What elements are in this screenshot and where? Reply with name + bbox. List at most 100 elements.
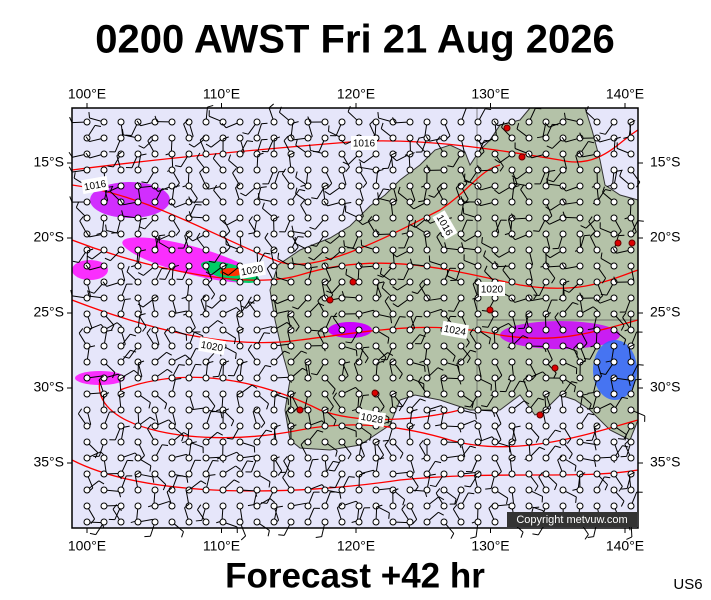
station: [185, 310, 193, 318]
barb-shaft: [421, 140, 427, 153]
station: [423, 326, 431, 334]
barb-shaft: [593, 316, 597, 329]
barb-feather: [637, 220, 644, 222]
station: [406, 262, 414, 270]
barb-shaft: [478, 364, 482, 377]
barb-shaft: [164, 332, 171, 344]
station: [100, 134, 108, 142]
barb-feather: [520, 184, 525, 190]
barb-feather: [429, 484, 436, 488]
barb-feather: [471, 402, 474, 409]
station: [474, 230, 482, 238]
barb-feather: [268, 103, 274, 109]
station: [525, 406, 533, 414]
barb-shaft: [86, 347, 90, 360]
barb-shaft: [499, 155, 510, 164]
station: [321, 358, 329, 366]
station: [406, 358, 414, 366]
barb-feather: [268, 481, 271, 488]
barb-shaft: [568, 283, 579, 293]
barb-feather: [580, 225, 587, 229]
latitude-label: 20°S: [33, 229, 64, 245]
station: [100, 438, 108, 446]
station: [610, 358, 618, 366]
barb-shaft: [332, 317, 341, 328]
barb-feather: [283, 135, 289, 142]
barb-shaft: [623, 428, 631, 440]
station: [372, 310, 380, 318]
barb-shaft: [257, 187, 262, 200]
barb-shaft: [308, 124, 313, 137]
barb-feather: [315, 536, 322, 538]
barb-feather: [147, 135, 153, 142]
barb-shaft: [530, 284, 538, 295]
obs-dot: [518, 153, 526, 161]
station: [372, 470, 380, 478]
barb-feather: [272, 298, 278, 304]
station: [389, 422, 397, 430]
barb-shaft: [416, 142, 426, 153]
station: [100, 150, 108, 158]
barb-shaft: [189, 316, 196, 328]
barb-shaft: [242, 489, 256, 492]
barb-feather: [130, 333, 137, 337]
station: [423, 214, 431, 222]
station: [100, 486, 108, 494]
station: [627, 310, 635, 318]
barb-shaft: [156, 475, 167, 485]
barb-feather: [139, 249, 147, 252]
barb-shaft: [530, 476, 539, 487]
station: [185, 166, 193, 174]
station: [491, 134, 499, 142]
barb-feather: [274, 392, 282, 396]
barb-shaft: [538, 476, 545, 488]
barb-feather: [138, 145, 145, 149]
barb-shaft: [414, 225, 425, 233]
station: [270, 182, 278, 190]
barb-shaft: [497, 322, 509, 330]
barb-feather: [121, 210, 124, 217]
station: [423, 310, 431, 318]
barb-feather: [235, 183, 241, 189]
barb-shaft: [619, 175, 630, 185]
station: [83, 470, 91, 478]
station: [593, 342, 601, 350]
station: [134, 134, 142, 142]
barb-feather: [292, 121, 299, 124]
barb-feather: [409, 258, 413, 265]
barb-feather: [593, 423, 600, 428]
barb-shaft: [318, 140, 325, 152]
barb-feather: [481, 236, 483, 244]
barb-shaft: [378, 506, 390, 514]
barb-shaft: [564, 381, 572, 392]
barb-feather: [222, 408, 229, 412]
obs-dot: [326, 296, 334, 304]
barb-shaft: [565, 201, 578, 205]
station: [83, 342, 91, 350]
barb-feather: [470, 536, 477, 539]
barb-feather: [161, 268, 168, 270]
barb-shaft: [539, 172, 546, 185]
barb-shaft: [456, 363, 461, 376]
station: [321, 134, 329, 142]
barb-shaft: [189, 348, 197, 360]
barb-shaft: [106, 322, 118, 329]
isobar-label-text: 1016: [353, 139, 376, 150]
station: [508, 166, 516, 174]
barb-shaft: [325, 172, 333, 184]
barb-shaft: [611, 348, 615, 361]
station: [576, 502, 584, 510]
station: [304, 230, 312, 238]
barb-shaft: [143, 139, 154, 149]
station: [168, 150, 176, 158]
longitude-label: 140°E: [606, 538, 644, 554]
station: [253, 454, 261, 462]
station: [593, 390, 601, 398]
barb-feather: [221, 123, 227, 129]
barb-shaft: [495, 364, 503, 376]
barb-shaft: [546, 236, 551, 249]
station: [321, 470, 329, 478]
barb-shaft: [239, 508, 243, 521]
barb-shaft: [207, 284, 216, 295]
barb-shaft: [616, 331, 626, 340]
